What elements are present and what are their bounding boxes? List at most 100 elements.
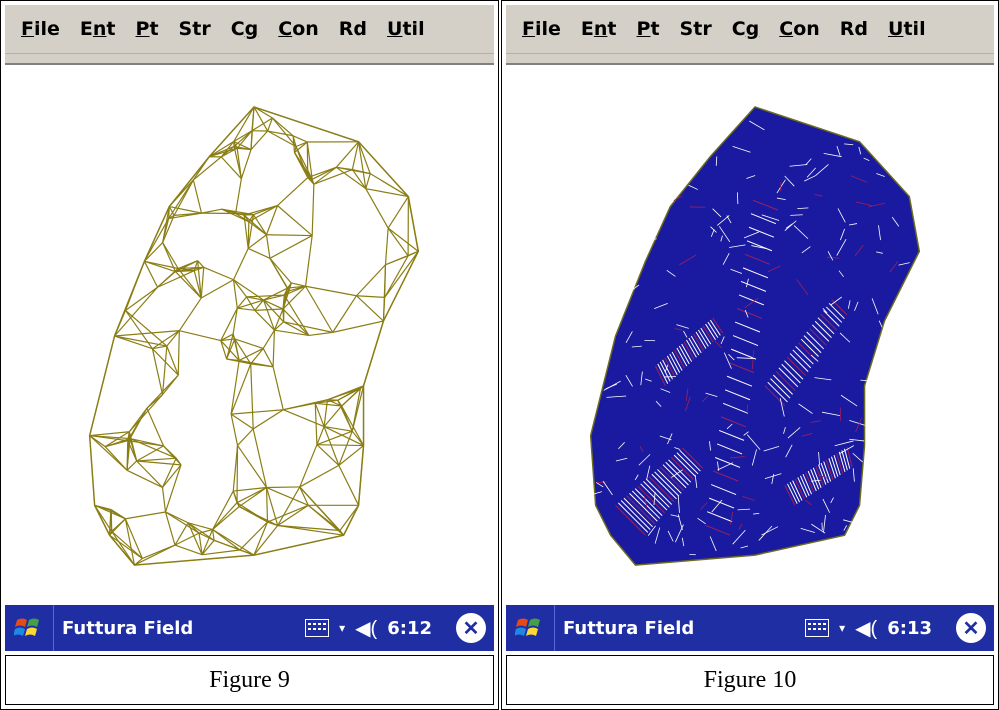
mesh-edge (266, 486, 309, 506)
mesh-edge (197, 260, 205, 268)
contour-tick (823, 152, 842, 158)
mesh-edge (151, 348, 164, 395)
keyboard-icon[interactable] (805, 619, 830, 637)
mesh-edge (253, 521, 269, 556)
mesh-edge (387, 196, 409, 229)
mesh-edge (142, 544, 176, 560)
mesh-edge (198, 528, 213, 534)
mesh-edge (384, 250, 419, 298)
contour-tick (712, 208, 722, 218)
mesh-edge (152, 345, 167, 350)
menu-rd[interactable]: Rd (339, 18, 367, 40)
mesh-edge (335, 166, 367, 190)
menu-util[interactable]: Util (888, 18, 926, 40)
mesh-edge (144, 260, 176, 273)
contour-tick (746, 175, 756, 179)
contour-tick (586, 491, 603, 497)
clock[interactable]: 6:12 (387, 617, 432, 639)
menu-cg-accel: g (745, 18, 760, 40)
mesh-edge (323, 405, 343, 427)
mesh-edge (248, 205, 278, 223)
drawing-canvas[interactable] (506, 67, 994, 604)
mesh-edge (247, 234, 267, 249)
mesh-edge (265, 487, 279, 526)
mesh-edge (295, 146, 309, 178)
mesh-edge (274, 329, 309, 337)
windows-start-icon[interactable] (506, 605, 555, 651)
mesh-edge (332, 320, 384, 333)
contour-tick (843, 519, 860, 525)
mesh-edge (271, 117, 297, 147)
mesh-edge (128, 431, 131, 439)
mesh-edge (267, 117, 274, 132)
menu-rd-label: Rd (839, 18, 869, 40)
menu-pt[interactable]: Pt (136, 18, 159, 40)
menu-rd[interactable]: Rd (840, 18, 868, 40)
contour-tick (685, 388, 689, 402)
menu-cg[interactable]: Cg (231, 18, 259, 40)
contour-tick (597, 481, 607, 483)
app-title[interactable]: Futtura Field (62, 617, 194, 639)
mesh-edge (338, 465, 360, 506)
app-title[interactable]: Futtura Field (563, 617, 695, 639)
mesh-edge (200, 267, 205, 299)
contour-tick (737, 508, 751, 511)
menu-str[interactable]: Str (179, 18, 211, 40)
menu-str[interactable]: Str (680, 18, 712, 40)
contour-tick (763, 445, 780, 452)
mesh-edge (109, 534, 143, 559)
menu-con[interactable]: Con (278, 18, 319, 40)
mesh-edge (250, 130, 253, 150)
mesh-edge (136, 460, 163, 488)
mesh-edge (239, 521, 268, 551)
chevron-down-icon[interactable]: ▾ (339, 621, 346, 635)
mesh-edge (124, 518, 136, 566)
menu-util-label: til (402, 18, 425, 40)
menu-pt[interactable]: Pt (637, 18, 660, 40)
mesh-edge (339, 504, 360, 531)
mesh-edge (292, 135, 296, 153)
mesh-edge (267, 130, 294, 137)
keyboard-icon[interactable] (305, 619, 330, 637)
mesh-edge (174, 522, 189, 546)
contour-tick (596, 482, 604, 488)
menu-con[interactable]: Con (779, 18, 820, 40)
mesh-edge (323, 426, 340, 466)
speaker-icon[interactable]: ◀︎( (355, 617, 378, 640)
mesh-edge (243, 214, 249, 249)
drawing-canvas[interactable] (5, 67, 494, 604)
windows-start-icon[interactable] (5, 605, 54, 651)
close-icon[interactable]: ✕ (456, 613, 486, 643)
contour-tick (814, 194, 823, 197)
contour-tick (758, 525, 773, 541)
contour-tick (834, 440, 854, 447)
mesh-edge (265, 205, 279, 235)
mesh-edge (250, 130, 269, 150)
menu-ent[interactable]: Ent (80, 18, 116, 40)
contour-tick (779, 398, 785, 417)
menu-file[interactable]: File (21, 18, 60, 40)
mesh-edge (267, 504, 309, 523)
menu-cg[interactable]: Cg (732, 18, 760, 40)
mesh-edge (262, 348, 274, 368)
mesh-edge (316, 444, 340, 466)
menu-ent[interactable]: Ent (581, 18, 617, 40)
mesh-edge (201, 539, 215, 556)
mesh-edge (237, 428, 254, 446)
contour-tick (744, 309, 749, 318)
contour-tick (660, 388, 671, 393)
mesh-edge (304, 235, 313, 287)
speaker-icon[interactable]: ◀︎( (855, 617, 878, 640)
clock[interactable]: 6:13 (887, 617, 932, 639)
menu-util[interactable]: Util (387, 18, 425, 40)
mesh-edge (212, 490, 234, 530)
mesh-edge (212, 506, 240, 530)
chevron-down-icon[interactable]: ▾ (839, 621, 846, 635)
mesh-edge (277, 524, 344, 536)
mesh-edge (283, 399, 328, 411)
close-icon[interactable]: ✕ (956, 613, 986, 643)
mesh-edge (233, 486, 267, 492)
mesh-edge (197, 260, 202, 299)
mesh-edge (287, 285, 306, 289)
menu-file[interactable]: File (522, 18, 561, 40)
